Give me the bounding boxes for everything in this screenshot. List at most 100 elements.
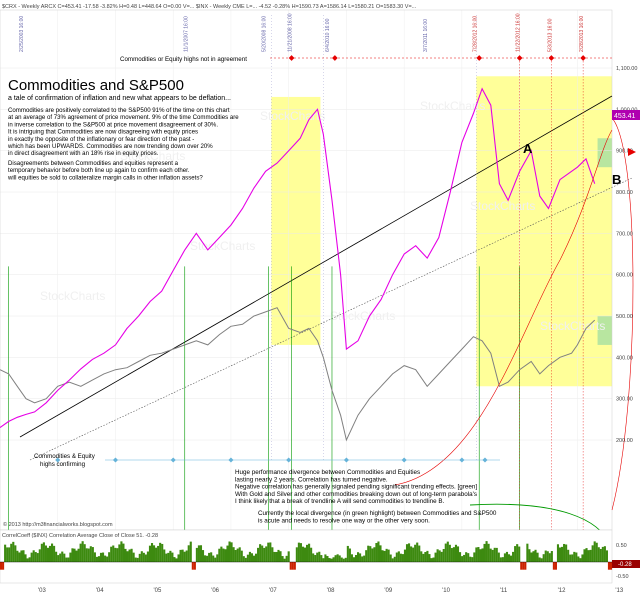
disagreement-marker [580, 55, 586, 61]
indicator-bar [308, 543, 311, 562]
indicator-bar [601, 546, 604, 562]
indicator-bar [428, 554, 431, 562]
vertical-date-label: 5/20/2008 16:00 [262, 16, 268, 52]
commodity-series-line [0, 87, 596, 429]
intro-paragraph-line: in inverse correlation to the S&P500 at … [8, 121, 218, 128]
indicator-bar [524, 562, 527, 570]
vertical-date-label: 6/4/2010 16:00 [325, 18, 331, 52]
indicator-bar [450, 548, 453, 562]
x-tick-label: '05 [153, 588, 161, 594]
indicator-bar [12, 541, 15, 562]
indicator-bar [558, 547, 562, 562]
indicator-bar [134, 557, 137, 562]
indicator-bar [232, 547, 235, 562]
indicator-bar [16, 550, 19, 562]
indicator-bar [481, 548, 484, 562]
indicator-bar [589, 549, 592, 562]
indicator-bar [2, 562, 5, 570]
indicator-bar [301, 546, 305, 562]
indicator-bar [179, 549, 182, 562]
indicator-bar [499, 557, 502, 562]
trendline-a [19, 95, 613, 438]
indicator-bar [104, 555, 107, 562]
indicator-bar [277, 549, 280, 562]
indicator-bar [26, 558, 29, 562]
indicator-bar [222, 548, 225, 562]
indicator-bar [489, 548, 492, 562]
indicator-bar [59, 553, 62, 562]
indicator-bar [257, 547, 260, 562]
indicator-bar [24, 554, 27, 562]
indicator-bar [512, 551, 515, 562]
indicator-bar [0, 562, 3, 570]
indicator-bar [140, 551, 143, 562]
divergence-note: Huge performance divergence between Comm… [235, 469, 477, 505]
disagreement-marker [332, 55, 338, 61]
projection-arc [611, 117, 634, 511]
watermark-text: StockCharts [120, 149, 185, 163]
confirming-marker [170, 457, 176, 463]
indicator-bar [603, 546, 606, 562]
indicator-bar [63, 553, 66, 562]
indicator-bar [573, 551, 576, 562]
indicator-bar [173, 557, 176, 562]
disagreement-paragraph: Disagreements between Commodities and eq… [7, 160, 203, 181]
indicator-bar [281, 556, 284, 562]
indicator-bar [67, 557, 70, 562]
disagreement-markers [288, 55, 586, 61]
indicator-bar [289, 562, 292, 570]
indicator-bar [177, 554, 180, 562]
watermark-text: StockCharts [190, 239, 255, 253]
indicator-bar [534, 549, 537, 562]
indicator-bar [563, 543, 566, 562]
indicator-bar [175, 558, 178, 562]
indicator-bar [267, 542, 270, 562]
indicator-bar [483, 543, 486, 562]
x-tick-label: '09 [384, 588, 392, 594]
chart-title: Commodities and S&P500 [8, 77, 184, 94]
indicator-bar [597, 547, 600, 562]
indicator-bar [456, 546, 460, 562]
indicator-bar [197, 545, 200, 562]
indicator-bar [187, 545, 190, 562]
indicator-bar [244, 557, 247, 562]
indicator-bar [263, 547, 266, 562]
x-tick-label: '03 [38, 588, 46, 594]
projection-target-marker [628, 148, 636, 156]
trendline-b-label: B [612, 172, 621, 187]
indicator-bar [48, 545, 52, 562]
indicator-bar [530, 552, 533, 562]
indicator-last-badge [612, 560, 640, 568]
indicator-bar [420, 551, 423, 562]
indicator-bar [550, 551, 553, 562]
intro-paragraph-line: at an average of 73% agreement of price … [8, 114, 239, 121]
indicator-bar [110, 546, 113, 562]
indicator-bar [99, 552, 103, 562]
indicator-bar [157, 545, 160, 562]
intro-paragraph-line: in direct disagreement with an 18% rise … [8, 150, 159, 157]
disagreement-marker [548, 55, 555, 61]
vertical-date-label: 11/21/2008 16:00 [288, 13, 294, 52]
indicator-bar [204, 555, 207, 562]
indicator-bar [138, 553, 141, 562]
indicator-bar [497, 552, 500, 562]
highs-confirming-label-1: Commodities & Equity [34, 453, 96, 460]
indicator-bar [577, 556, 580, 562]
indicator-bar [81, 541, 84, 562]
divergence-note-line: I think likely that a break of trendline… [235, 498, 445, 505]
indicator-bar [399, 553, 402, 562]
watermark-text: StockCharts [540, 319, 605, 333]
trendline-a-label: A [523, 141, 533, 156]
indicator-bar [571, 554, 574, 562]
indicator-bar [75, 550, 78, 562]
indicator-bar [393, 556, 396, 562]
intro-paragraph-line: which has been UPWARDS. Commodities are … [7, 143, 213, 150]
y-tick-label: 800.00 [616, 190, 633, 196]
indicator-bar [93, 552, 96, 562]
vertical-date-label: 5/3/2013 16:00 [547, 18, 553, 52]
indicator-bar [418, 545, 421, 562]
indicator-bar [326, 556, 329, 562]
indicator-bar [242, 556, 245, 562]
indicator-bar [346, 545, 349, 562]
indicator-bar [330, 558, 333, 562]
